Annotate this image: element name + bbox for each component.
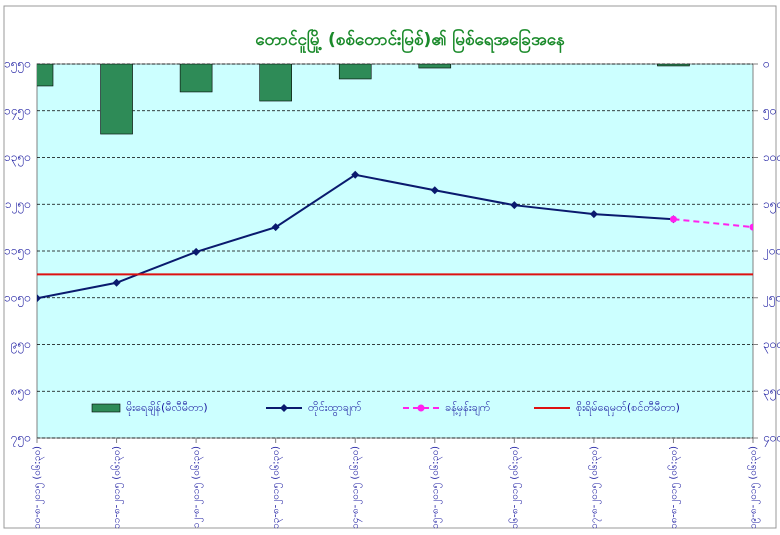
legend-label: စိုးရိမ်ရေမှတ်(စင်တီမီတာ) <box>576 401 680 416</box>
x-tick-label: ၁၃-၈-၂၀၁၅ (၀၆:၃၀) <box>269 446 284 529</box>
chart-frame <box>3 5 777 529</box>
y-tick-label: ၁၃၅၀ <box>4 150 31 167</box>
legend-marker <box>280 404 288 412</box>
legend-label: တိုင်းထွာချက် <box>308 401 362 416</box>
x-tick-label: ၁၇-၈-၂၀၁၅ (၀၆:၃၀) <box>587 446 602 529</box>
rain-bar <box>37 64 54 87</box>
y-tick-label: ၇၅၀ <box>11 431 31 448</box>
y-tick-label: ၉၅၀ <box>11 337 31 354</box>
x-tick-label: ၁၄-၈-၂၀၁၅ (၀၆:၃၀) <box>348 446 363 529</box>
level-point <box>510 201 519 210</box>
legend-label: ခန့်မှန်းချက် <box>445 401 491 416</box>
level-point <box>430 186 439 195</box>
y-tick-label: ၁၀၅၀ <box>4 290 31 307</box>
rain-bar <box>338 64 372 80</box>
y2-tick-label: ၂၀၀ <box>763 244 780 261</box>
level-point <box>112 278 121 287</box>
y2-tick-label: ၄၀၀ <box>763 431 780 448</box>
y2-tick-label: ၂၅၀ <box>763 290 780 307</box>
forecast-point <box>749 223 753 231</box>
level-point <box>351 170 360 179</box>
y2-tick-label: ၃၀၀ <box>763 337 780 354</box>
x-tick-label: ၁၆-၈-၂၀၁၅ (၀၆:၃၀) <box>507 446 522 529</box>
y2-tick-label: ၅၀ <box>763 103 777 120</box>
forecast-line <box>673 218 753 229</box>
y-tick-label: ၁၅၅၀ <box>4 57 31 74</box>
x-tick-label: ၁၈-၈-၂၀၁၅ (၀၆:၃၀) <box>666 446 681 529</box>
forecast-point <box>669 215 677 223</box>
x-tick-label: ၁၂-၈-၂၀၁၅ (၀၆:၃၀) <box>189 446 204 528</box>
level-point <box>271 223 280 232</box>
rain-bar <box>657 64 690 67</box>
x-tick-label: ၁၉-၈-၂၀၁၅ (၀၆:၃၀) <box>746 446 761 529</box>
y2-tick-label: ၃၅၀ <box>763 384 780 401</box>
level-point <box>589 210 598 219</box>
rain-bar <box>259 64 292 102</box>
legend-swatch <box>91 403 121 413</box>
y-tick-label: ၁၂၅၀ <box>5 197 31 214</box>
y2-tick-label: ၁၅၀ <box>763 197 780 214</box>
legend-marker <box>417 404 425 412</box>
legend-label: မိုးရေချိန်(မီလီမီတာ) <box>126 401 208 416</box>
x-tick-label: ၁၁-၈-၂၀၁၅ (၀၆:၃၀) <box>110 446 125 529</box>
x-tick-label: ၁၀-၈-၂၀၁၅ (၀၆:၃၀) <box>30 446 45 529</box>
plot-content <box>37 64 753 303</box>
level-point <box>192 247 201 256</box>
y-tick-label: ၁၄၅၀ <box>4 103 31 120</box>
chart-title: တောင်ငူမြို့ (စစ်တောင်းမြစ်)၏ မြစ်ရေအခြေ… <box>255 27 565 54</box>
rain-bar <box>179 64 213 93</box>
rain-bar <box>100 64 133 135</box>
y-tick-label: ၈၅၀ <box>11 384 31 401</box>
y2-tick-label: ၁၀၀ <box>763 150 780 164</box>
level-point <box>37 294 41 303</box>
y2-tick-label: ၀ <box>763 57 770 71</box>
y-tick-label: ၁၁၅၀ <box>4 244 31 261</box>
rain-bar <box>418 64 452 69</box>
x-tick-label: ၁၅-၈-၂၀၁၅ (၀၆:၃၀) <box>428 446 443 529</box>
